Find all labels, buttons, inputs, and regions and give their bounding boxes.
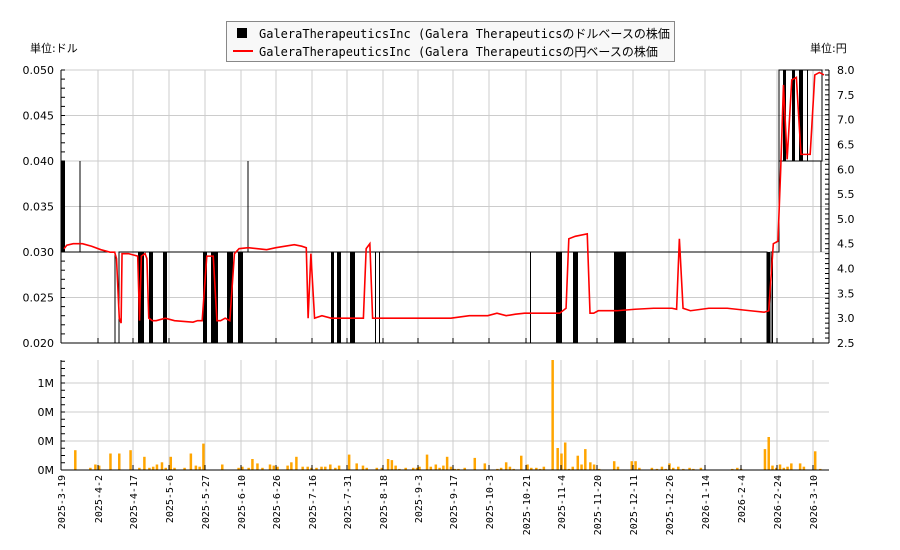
svg-text:0.030: 0.030 xyxy=(23,246,55,259)
svg-text:0M: 0M xyxy=(38,435,55,448)
black-square-icon xyxy=(237,28,247,38)
svg-text:4.5: 4.5 xyxy=(837,238,855,251)
svg-text:3.5: 3.5 xyxy=(837,287,855,300)
volume-grid xyxy=(60,360,829,471)
svg-text:2025-11-20: 2025-11-20 xyxy=(593,475,604,535)
price-grid xyxy=(60,69,829,344)
svg-text:0M: 0M xyxy=(38,406,55,419)
svg-text:2025-10-21: 2025-10-21 xyxy=(522,475,533,535)
svg-text:5.0: 5.0 xyxy=(837,213,855,226)
left-axis-unit: 単位:ドル xyxy=(30,42,78,55)
svg-text:0.020: 0.020 xyxy=(23,337,55,350)
svg-text:2025-4-17: 2025-4-17 xyxy=(129,475,140,529)
svg-text:2025-6-26: 2025-6-26 xyxy=(272,475,283,529)
svg-text:2025-11-4: 2025-11-4 xyxy=(557,475,568,529)
svg-text:5.5: 5.5 xyxy=(837,188,855,201)
svg-text:2025-5-27: 2025-5-27 xyxy=(201,475,212,529)
svg-text:2.5: 2.5 xyxy=(837,337,855,350)
svg-text:7.5: 7.5 xyxy=(837,89,855,102)
svg-text:2025-5-6: 2025-5-6 xyxy=(165,475,176,523)
svg-text:2026-1-14: 2026-1-14 xyxy=(701,475,712,529)
axes: 0.020 0.025 0.030 0.035 0.040 0.045 0.050 2.5 3.… xyxy=(23,64,855,535)
volume-bars xyxy=(74,360,822,470)
svg-text:2026-3-10: 2026-3-10 xyxy=(809,475,820,529)
svg-text:6.5: 6.5 xyxy=(837,138,855,151)
svg-text:2025-7-16: 2025-7-16 xyxy=(308,475,319,529)
svg-text:2025-7-31: 2025-7-31 xyxy=(343,475,354,529)
svg-text:0M: 0M xyxy=(38,464,55,477)
legend-item-jpy: GaleraTherapeuticsInc (Galera Therapeuti… xyxy=(233,42,658,60)
svg-text:0.025: 0.025 xyxy=(23,292,55,305)
svg-text:2025-12-26: 2025-12-26 xyxy=(665,475,676,535)
svg-text:0.035: 0.035 xyxy=(23,201,55,214)
svg-text:0.050: 0.050 xyxy=(23,64,55,77)
red-line-icon xyxy=(233,50,253,52)
svg-text:2025-4-2: 2025-4-2 xyxy=(94,475,105,523)
legend-item-usd: GaleraTherapeuticsInc (Galera Therapeuti… xyxy=(233,24,670,42)
legend-label-jpy: GaleraTherapeuticsInc (Galera Therapeuti… xyxy=(259,44,658,59)
svg-text:0.045: 0.045 xyxy=(23,110,55,123)
svg-text:2025-9-17: 2025-9-17 xyxy=(449,475,460,529)
svg-text:2026-2-24: 2026-2-24 xyxy=(773,475,784,529)
svg-text:7.0: 7.0 xyxy=(837,114,855,127)
svg-text:8.0: 8.0 xyxy=(837,64,855,77)
svg-text:2026-2-4: 2026-2-4 xyxy=(737,475,748,523)
svg-text:0.040: 0.040 xyxy=(23,155,55,168)
legend: GaleraTherapeuticsInc (Galera Therapeuti… xyxy=(226,21,675,62)
svg-text:2025-3-19: 2025-3-19 xyxy=(57,475,68,529)
right-axis-unit: 単位:円 xyxy=(810,42,847,55)
svg-text:2025-9-3: 2025-9-3 xyxy=(414,475,425,523)
svg-text:2025-10-3: 2025-10-3 xyxy=(485,475,496,529)
legend-label-usd: GaleraTherapeuticsInc (Galera Therapeuti… xyxy=(259,26,670,41)
svg-text:2025-6-10: 2025-6-10 xyxy=(237,475,248,529)
svg-text:2025-8-18: 2025-8-18 xyxy=(379,475,390,529)
jpy-price-line xyxy=(63,71,825,324)
svg-text:2025-12-11: 2025-12-11 xyxy=(629,475,640,535)
svg-text:3.0: 3.0 xyxy=(837,312,855,325)
svg-text:6.0: 6.0 xyxy=(837,163,855,176)
svg-text:4.0: 4.0 xyxy=(837,263,855,276)
svg-text:1M: 1M xyxy=(38,377,55,390)
